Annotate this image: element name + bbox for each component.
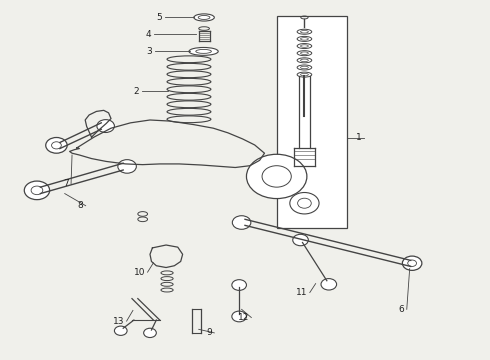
- Text: 7: 7: [63, 179, 69, 188]
- Circle shape: [246, 154, 307, 199]
- Circle shape: [290, 193, 319, 214]
- Circle shape: [293, 234, 308, 246]
- Circle shape: [232, 280, 246, 291]
- Circle shape: [115, 326, 127, 336]
- Bar: [277, 16, 347, 228]
- Circle shape: [321, 279, 337, 290]
- Circle shape: [232, 311, 246, 322]
- Text: 10: 10: [134, 268, 145, 277]
- Circle shape: [97, 120, 115, 132]
- Text: 4: 4: [146, 30, 151, 39]
- Text: 12: 12: [238, 313, 249, 322]
- Text: 5: 5: [156, 13, 162, 22]
- Text: 8: 8: [77, 201, 83, 210]
- Text: 13: 13: [113, 316, 124, 325]
- Circle shape: [402, 256, 422, 270]
- Text: 3: 3: [147, 47, 152, 56]
- Circle shape: [232, 216, 251, 229]
- Circle shape: [144, 328, 156, 338]
- Text: 6: 6: [398, 305, 404, 314]
- Text: 2: 2: [134, 87, 139, 96]
- Circle shape: [24, 181, 49, 200]
- Text: 1: 1: [356, 133, 362, 142]
- Text: 9: 9: [206, 328, 212, 337]
- Circle shape: [46, 138, 67, 153]
- Ellipse shape: [189, 48, 218, 55]
- Text: 11: 11: [296, 288, 307, 297]
- Ellipse shape: [194, 14, 214, 21]
- Circle shape: [118, 159, 136, 173]
